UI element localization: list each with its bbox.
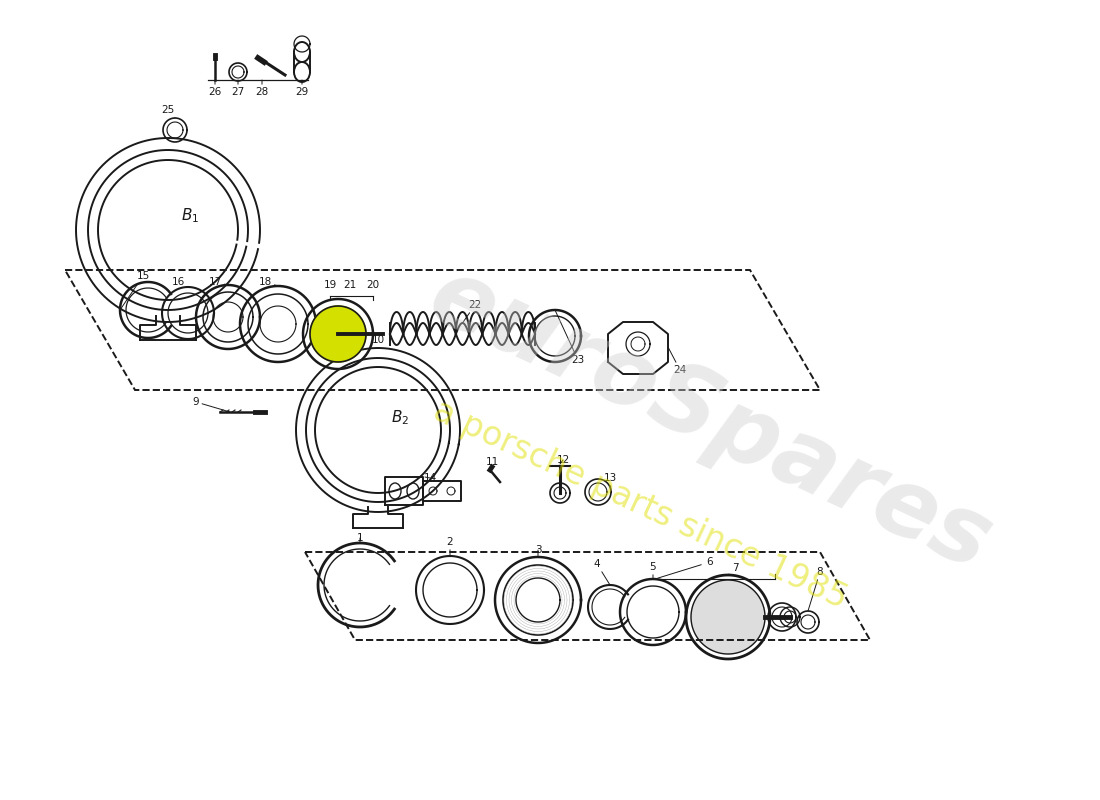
Text: 9: 9: [192, 397, 230, 412]
Text: 29: 29: [296, 80, 309, 97]
Text: 21: 21: [343, 280, 356, 290]
Text: 24: 24: [668, 347, 686, 375]
Text: 11: 11: [485, 457, 498, 470]
Text: 28: 28: [255, 80, 268, 97]
Text: 5: 5: [650, 562, 657, 579]
Text: euroSpares: euroSpares: [415, 250, 1005, 590]
Text: 10: 10: [372, 335, 385, 348]
Text: 3: 3: [535, 545, 541, 557]
Text: 17: 17: [208, 277, 228, 287]
Text: 2: 2: [447, 537, 453, 556]
Text: 25: 25: [162, 105, 175, 118]
Text: B$_2$: B$_2$: [390, 408, 409, 426]
Text: 18: 18: [258, 277, 278, 287]
Text: B$_1$: B$_1$: [180, 206, 199, 225]
Text: 19: 19: [323, 280, 337, 290]
Text: 22: 22: [462, 300, 482, 323]
Text: 27: 27: [231, 80, 244, 97]
Text: 20: 20: [366, 280, 379, 290]
Text: 6: 6: [658, 557, 713, 578]
Text: 16: 16: [172, 277, 188, 287]
Polygon shape: [691, 580, 764, 654]
Polygon shape: [310, 306, 366, 362]
Text: 14: 14: [424, 473, 437, 483]
Text: 1: 1: [356, 533, 363, 543]
Text: a porsche parts since 1985: a porsche parts since 1985: [428, 394, 852, 616]
Text: 8: 8: [808, 567, 823, 611]
Text: 4: 4: [594, 559, 610, 585]
Text: 26: 26: [208, 80, 221, 97]
Text: 7: 7: [728, 563, 738, 575]
Text: 15: 15: [120, 271, 150, 310]
Text: 23: 23: [556, 310, 584, 365]
Text: 12: 12: [557, 455, 570, 465]
Text: 13: 13: [604, 473, 617, 492]
